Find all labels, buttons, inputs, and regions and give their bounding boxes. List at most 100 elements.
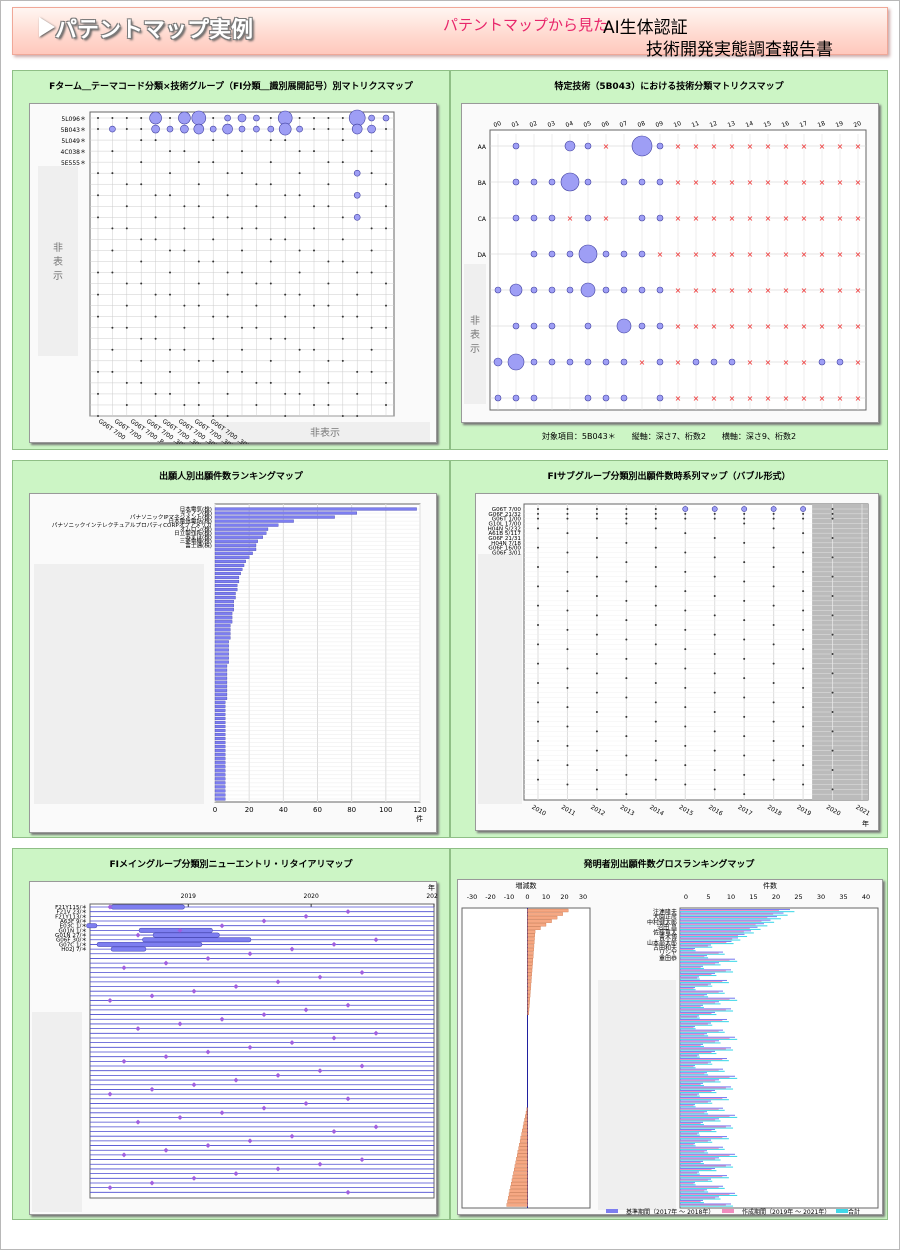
bubble xyxy=(713,749,716,752)
cross-mark: × xyxy=(675,322,682,331)
entry-diamond xyxy=(247,1138,253,1144)
bubble xyxy=(530,358,538,366)
diff-bar xyxy=(519,1142,528,1147)
entry-diamond xyxy=(331,1129,337,1135)
bar xyxy=(214,757,226,761)
y-tick-label: 日本電気(株) xyxy=(180,505,212,513)
bubble xyxy=(638,322,646,330)
bar-base xyxy=(680,1139,711,1141)
panel-applicant-ranking: 出願人別出願件数ランキングマップ 0 20 40 60 80 100 120 件 日本電気(株)… xyxy=(12,460,450,838)
bubble xyxy=(140,337,143,340)
bubble xyxy=(584,178,592,186)
bubble xyxy=(595,517,598,520)
bar xyxy=(214,761,226,765)
bubble xyxy=(284,139,287,142)
bubble xyxy=(772,517,775,520)
bar xyxy=(214,700,226,704)
x-tick-label: 2021 xyxy=(854,804,871,818)
bubble xyxy=(368,114,375,122)
bubble xyxy=(298,293,301,296)
bar-current xyxy=(680,1197,716,1199)
bubble xyxy=(125,326,128,329)
bubble xyxy=(298,348,301,351)
bubble xyxy=(625,561,628,564)
bar-current xyxy=(680,998,730,1000)
bubble xyxy=(654,701,657,704)
cross-mark: × xyxy=(783,358,790,367)
subtitle-line1: AI生体認証 xyxy=(603,18,688,38)
bubble xyxy=(595,633,598,636)
bubble xyxy=(566,628,569,631)
bubble xyxy=(595,537,598,539)
bubble xyxy=(595,508,598,510)
bubble xyxy=(109,125,116,133)
bar xyxy=(214,620,233,624)
bubble xyxy=(255,381,258,384)
bar-total xyxy=(680,935,748,938)
bubble xyxy=(802,744,805,747)
plot-area: 増減数 件数 -30 -20 -10 0 10 20 30 0 5 10 15 20 25 30 35 40 注連隆… xyxy=(457,879,883,1216)
bubble xyxy=(313,304,315,307)
bar-base xyxy=(680,969,731,971)
bar-total xyxy=(680,946,713,948)
left-tick-label: 30 xyxy=(579,893,587,901)
bar xyxy=(214,539,258,543)
diff-bar xyxy=(522,1128,528,1133)
entry-diamond xyxy=(121,1152,127,1158)
bubble xyxy=(241,370,243,373)
bubble xyxy=(512,142,520,150)
bar-total xyxy=(680,911,795,913)
bubble xyxy=(512,178,520,186)
y-tick-label: F21Y115/＊ xyxy=(55,904,87,911)
bar-base xyxy=(680,1079,719,1081)
bubble xyxy=(284,315,287,318)
bubble xyxy=(327,359,330,362)
bar-current xyxy=(680,1190,705,1192)
bubble xyxy=(212,415,215,417)
x-tick-label: 120 xyxy=(413,806,426,814)
diff-bar xyxy=(509,1189,528,1193)
bubble xyxy=(728,358,736,366)
bar-total xyxy=(680,1166,734,1168)
bubble xyxy=(154,216,157,219)
y-tick-label: 富士通(株) xyxy=(185,541,212,549)
bar xyxy=(214,765,226,769)
diff-bar xyxy=(525,1111,528,1115)
bar-current xyxy=(680,1133,698,1135)
bar-current xyxy=(680,927,750,929)
bubble xyxy=(370,150,373,153)
inventor-bar-svg: 増減数 件数 -30 -20 -10 0 10 20 30 0 5 10 15 20 25 30 35 40 注連隆… xyxy=(461,881,879,1216)
bubble xyxy=(802,532,805,535)
bar-current xyxy=(680,1027,694,1029)
bubble xyxy=(656,394,664,402)
y-tick-label: キヤノン(株) xyxy=(180,509,212,517)
bubble xyxy=(267,125,275,133)
cross-mark: × xyxy=(783,178,790,187)
cross-mark: × xyxy=(639,358,646,367)
bubble xyxy=(537,517,539,520)
x-tick-label: 20 xyxy=(245,806,254,814)
bubble xyxy=(566,532,569,535)
bubble xyxy=(566,286,574,294)
diff-bar xyxy=(527,912,563,916)
entry-diamond xyxy=(149,1086,155,1092)
diff-bar xyxy=(527,965,533,969)
bubble xyxy=(238,125,246,133)
x-tick-label: 04 xyxy=(565,120,575,129)
bubble xyxy=(327,183,330,186)
diff-bar xyxy=(527,997,530,1001)
bar xyxy=(214,728,226,733)
bubble xyxy=(566,783,569,786)
bar-base xyxy=(680,1082,703,1084)
diff-bar xyxy=(527,993,531,998)
x-tick-label: 100 xyxy=(379,806,392,814)
bubble xyxy=(197,403,200,406)
y-tick-label: 古田和夫 xyxy=(653,944,677,952)
bubble xyxy=(367,124,376,134)
bar-total xyxy=(680,964,721,966)
bubble xyxy=(353,214,361,221)
bubble xyxy=(125,205,128,208)
bubble xyxy=(684,590,687,593)
bar-current xyxy=(680,963,716,965)
bubble xyxy=(278,122,292,136)
